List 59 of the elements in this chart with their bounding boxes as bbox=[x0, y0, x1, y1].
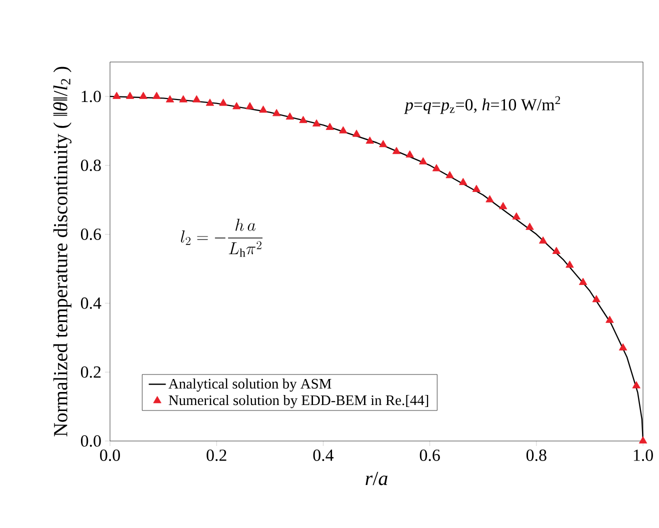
point bbox=[312, 119, 321, 126]
point bbox=[139, 92, 148, 99]
point bbox=[632, 381, 640, 388]
point bbox=[432, 164, 441, 172]
y-tick-label: 0.2 bbox=[80, 366, 101, 378]
point bbox=[472, 184, 481, 192]
y-axis-title: Normalized temperature discontinuity ( ‖θ‖/l$_{2}$ ) bbox=[53, 66, 72, 436]
point bbox=[578, 278, 588, 285]
point bbox=[566, 260, 574, 268]
x-tick-label: 0.6 bbox=[420, 450, 440, 462]
point bbox=[552, 246, 560, 254]
point bbox=[246, 102, 254, 110]
point bbox=[498, 202, 508, 210]
point bbox=[379, 140, 388, 148]
annotation: $l_{2}=-\frac{h\,a}{L_{\mathrm{h}}\pi^{2}}$ bbox=[180, 218, 263, 257]
point bbox=[126, 92, 134, 99]
point bbox=[166, 95, 174, 102]
point bbox=[206, 98, 214, 106]
y-tick-label: 0.6 bbox=[80, 228, 101, 240]
point bbox=[486, 195, 494, 202]
y-tick-label: 0.4 bbox=[80, 297, 102, 309]
point bbox=[446, 170, 454, 178]
point bbox=[392, 146, 401, 154]
point bbox=[299, 116, 308, 124]
point bbox=[339, 126, 348, 134]
point bbox=[352, 130, 361, 137]
point bbox=[592, 295, 600, 302]
text: p=q=p$_{z}$=0, h=10 W/m$^{2}$ bbox=[404, 96, 560, 114]
point bbox=[179, 95, 188, 102]
point bbox=[112, 92, 121, 99]
point bbox=[152, 92, 161, 99]
point bbox=[406, 150, 414, 158]
point bbox=[219, 98, 228, 106]
y-tick-label: 0.0 bbox=[80, 435, 101, 447]
legend-label: Numerical solution by EDD-BEM in Re.[44] bbox=[168, 394, 428, 408]
point bbox=[366, 136, 374, 144]
point bbox=[286, 112, 294, 120]
point bbox=[326, 122, 334, 130]
x-tick-label: 0.0 bbox=[100, 450, 120, 462]
x-tick-label: 0.4 bbox=[313, 450, 334, 462]
x-tick-label: 1.0 bbox=[634, 450, 653, 462]
point bbox=[526, 222, 534, 230]
x-axis-title: r/a bbox=[366, 472, 388, 486]
x-tick-label: 0.8 bbox=[526, 450, 546, 462]
legend-label: Analytical solution by ASM bbox=[168, 378, 332, 392]
y-tick-label: 1.0 bbox=[82, 90, 101, 102]
point bbox=[618, 343, 628, 350]
point bbox=[459, 178, 468, 186]
point bbox=[606, 316, 614, 323]
point bbox=[538, 236, 548, 244]
point bbox=[272, 108, 281, 116]
point bbox=[259, 106, 268, 113]
x-tick-label: 0.2 bbox=[206, 450, 226, 462]
point bbox=[638, 436, 648, 444]
point bbox=[232, 102, 241, 110]
point bbox=[512, 212, 521, 220]
point bbox=[192, 95, 201, 102]
y-tick-label: 0.8 bbox=[80, 160, 101, 172]
point bbox=[419, 157, 428, 164]
